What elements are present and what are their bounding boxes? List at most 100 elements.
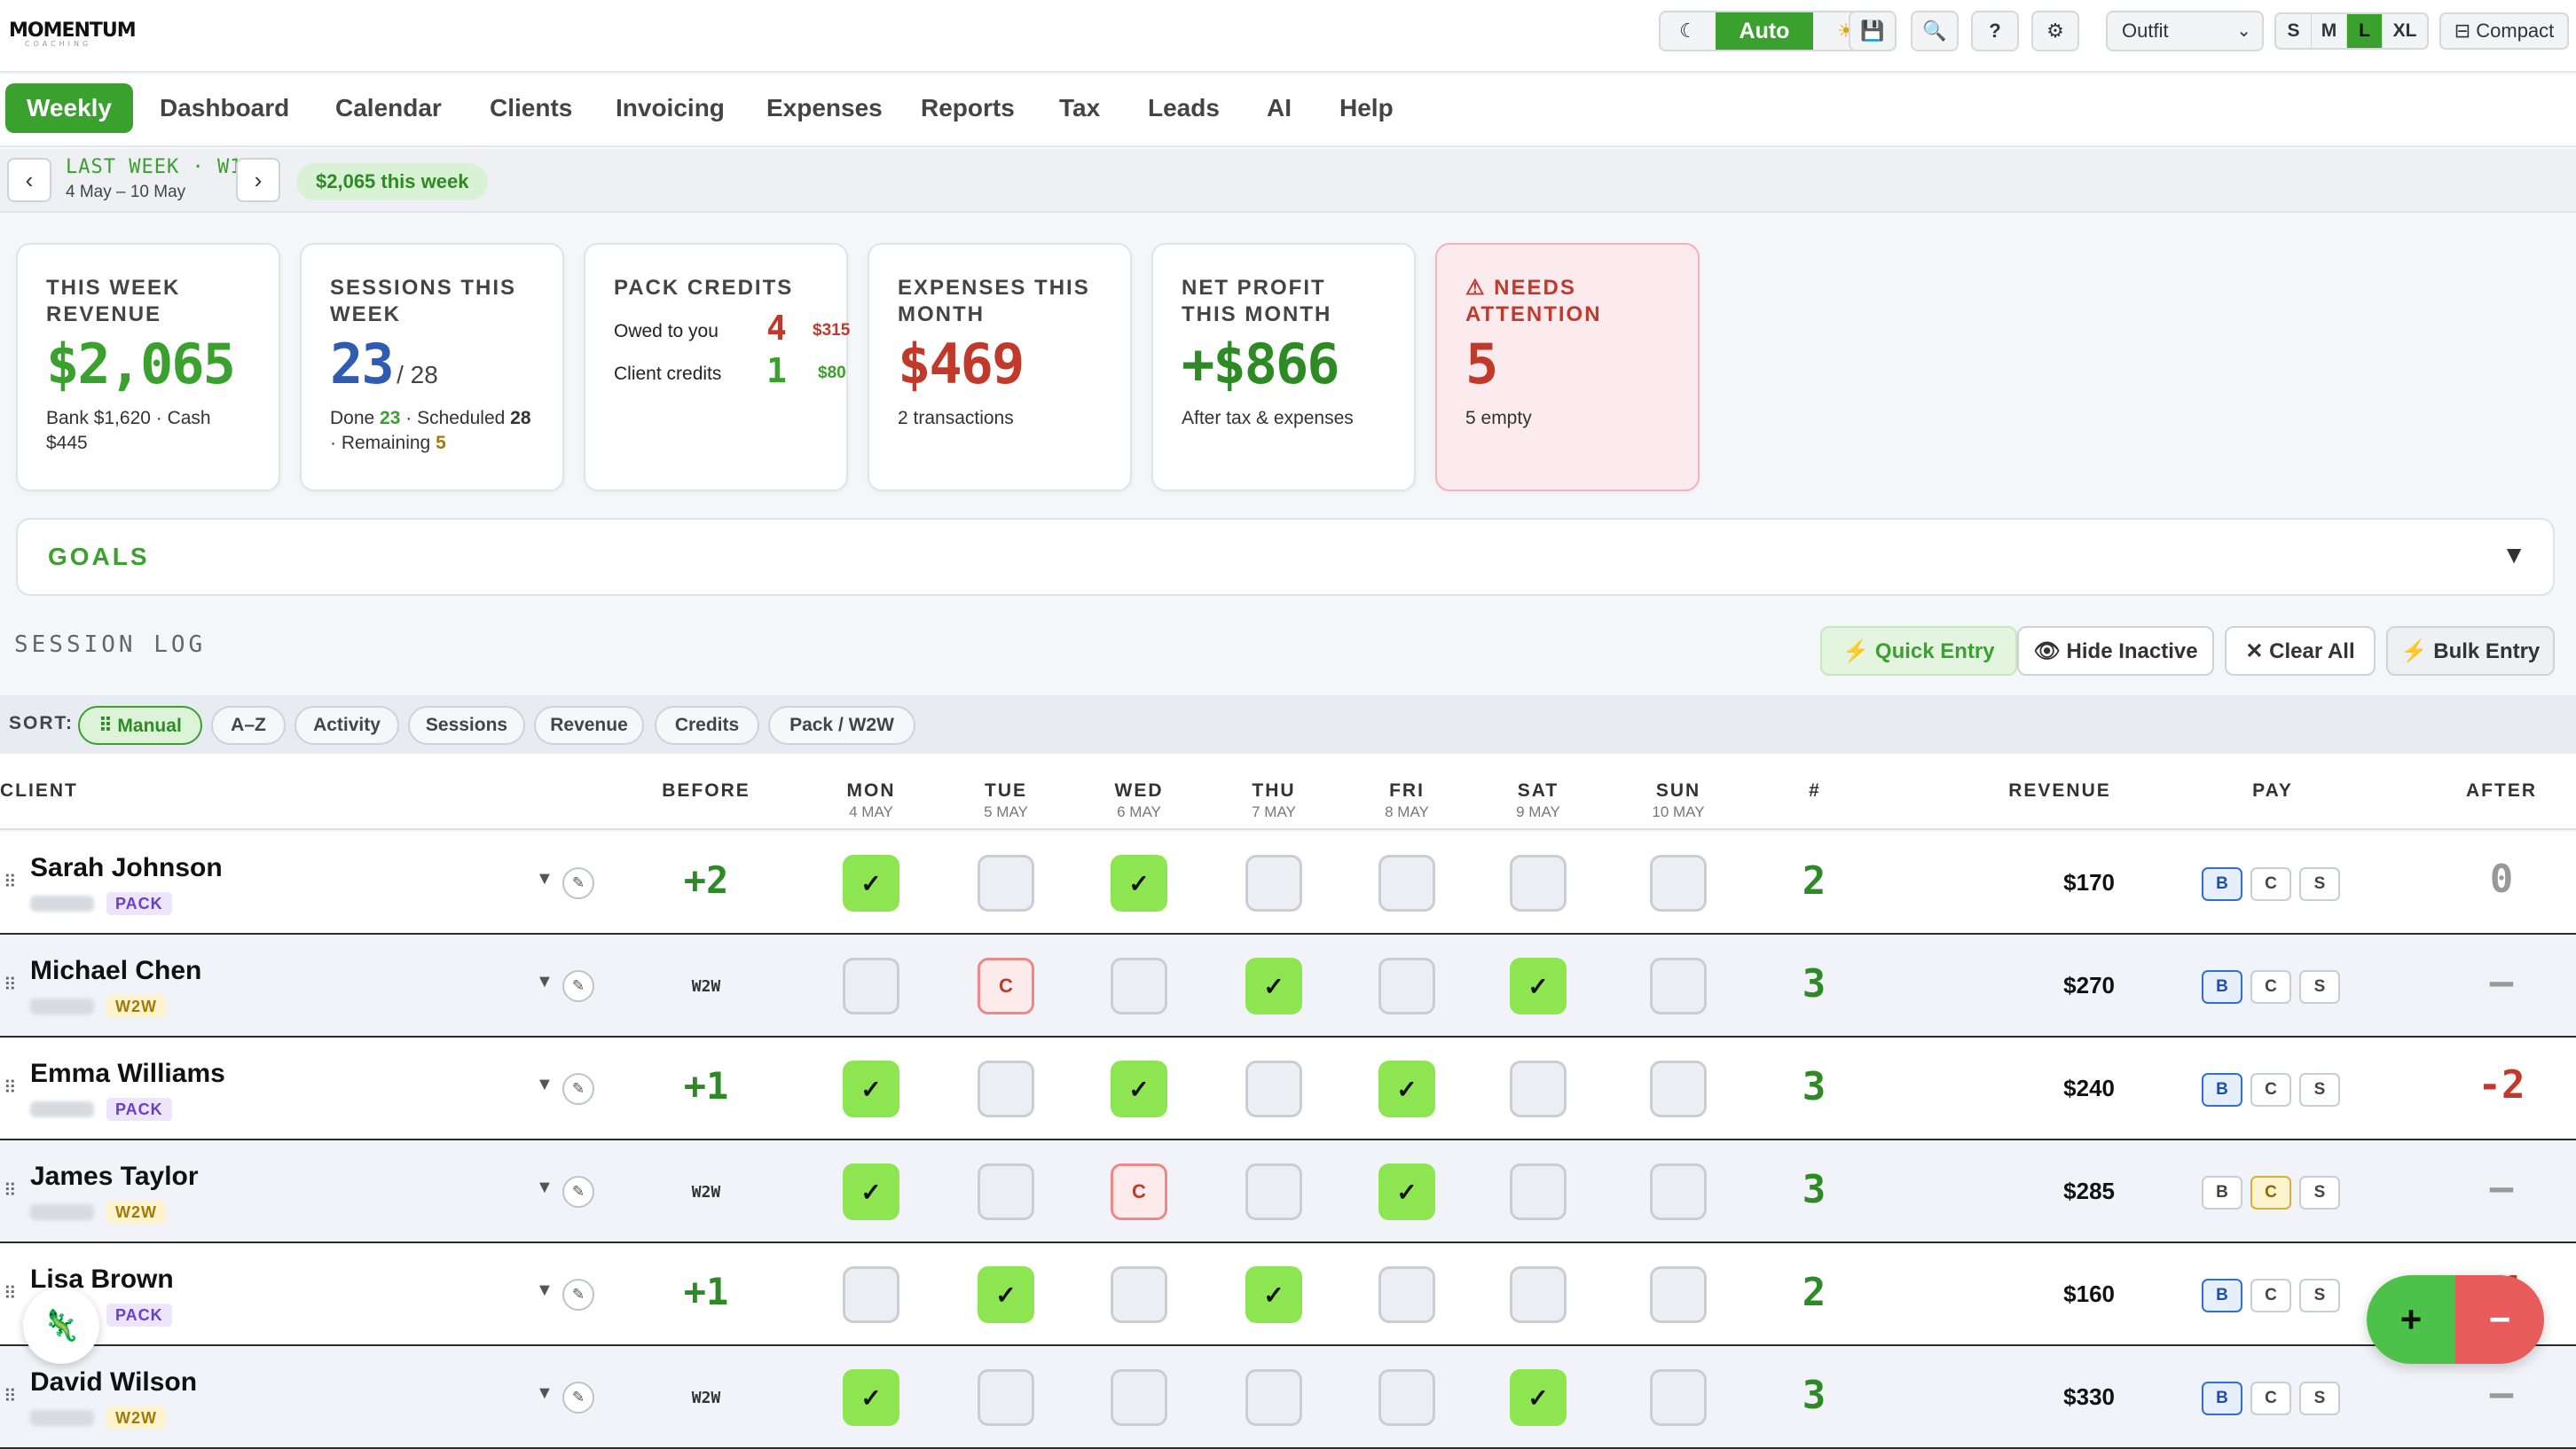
pay-b-button[interactable]: B (2202, 867, 2242, 901)
table-row[interactable]: ⠿ Michael Chen W2W ▼ ✎ W2W C ✓ ✓ 3 $270 B C S — (0, 935, 2576, 1038)
pay-c-button[interactable]: C (2250, 1279, 2291, 1312)
chevron-down-icon[interactable]: ▼ (2501, 541, 2526, 568)
session-fab[interactable]: + − (2367, 1275, 2544, 1364)
size-l-button[interactable]: L (2347, 14, 2383, 48)
day-checkbox[interactable] (1650, 1369, 1707, 1426)
day-checkbox[interactable] (1245, 1061, 1302, 1117)
day-checkbox[interactable] (1650, 855, 1707, 912)
pay-s-button[interactable]: S (2299, 1382, 2340, 1415)
edit-client-icon[interactable]: ✎ (562, 867, 594, 899)
day-checkbox[interactable] (1650, 1163, 1707, 1220)
save-icon[interactable]: 💾 (1849, 11, 1897, 51)
tab-leads[interactable]: Leads (1148, 94, 1220, 121)
pay-s-button[interactable]: S (2299, 1176, 2340, 1210)
search-icon[interactable]: 🔍 (1911, 11, 1959, 51)
mascot-button[interactable]: 🦎 (23, 1288, 99, 1364)
client-name[interactable]: Michael Chen (30, 956, 202, 985)
sort-az[interactable]: A–Z (211, 706, 286, 745)
pay-c-button[interactable]: C (2250, 1382, 2291, 1415)
day-checkbox[interactable] (1111, 958, 1167, 1014)
client-name[interactable]: James Taylor (30, 1162, 199, 1191)
day-checkbox[interactable]: C (1111, 1163, 1167, 1220)
day-checkbox[interactable] (978, 855, 1034, 912)
expand-row-icon[interactable]: ▼ (536, 1383, 554, 1403)
drag-handle-icon[interactable]: ⠿ (4, 1078, 17, 1098)
tab-reports[interactable]: Reports (921, 94, 1015, 121)
card-needs-attention[interactable]: ⚠ NEEDS ATTENTION 5 5 empty (1435, 243, 1700, 491)
pay-s-button[interactable]: S (2299, 867, 2340, 901)
tab-weekly[interactable]: Weekly (5, 83, 133, 133)
day-checkbox[interactable]: ✓ (1510, 1369, 1567, 1426)
add-session-button[interactable]: + (2367, 1275, 2455, 1364)
day-checkbox[interactable] (1650, 958, 1707, 1014)
size-s-button[interactable]: S (2276, 14, 2312, 48)
sort-activity[interactable]: Activity (295, 706, 399, 745)
day-checkbox[interactable] (1378, 855, 1435, 912)
hide-inactive-button[interactable]: 👁 Hide Inactive (2017, 626, 2214, 676)
day-checkbox[interactable]: ✓ (1111, 855, 1167, 912)
drag-handle-icon[interactable]: ⠿ (4, 1181, 17, 1201)
pay-c-button[interactable]: C (2250, 970, 2291, 1004)
sort-manual[interactable]: ⠿ Manual (78, 706, 202, 745)
expand-row-icon[interactable]: ▼ (536, 1178, 554, 1197)
pay-b-button[interactable]: B (2202, 1382, 2242, 1415)
bulk-entry-button[interactable]: ⚡ Bulk Entry (2386, 626, 2555, 676)
tab-invoicing[interactable]: Invoicing (616, 94, 725, 121)
drag-handle-icon[interactable]: ⠿ (4, 1387, 17, 1406)
remove-session-button[interactable]: − (2455, 1275, 2544, 1364)
theme-auto-button[interactable]: Auto (1716, 12, 1813, 50)
pay-s-button[interactable]: S (2299, 1073, 2340, 1107)
sort-pack-w2w[interactable]: Pack / W2W (768, 706, 915, 745)
client-name[interactable]: Sarah Johnson (30, 853, 223, 882)
drag-handle-icon[interactable]: ⠿ (4, 1284, 17, 1304)
pay-c-button[interactable]: C (2250, 1073, 2291, 1107)
pay-b-button[interactable]: B (2202, 1176, 2242, 1210)
size-m-button[interactable]: M (2312, 14, 2347, 48)
day-checkbox[interactable] (1510, 1163, 1567, 1220)
pay-s-button[interactable]: S (2299, 1279, 2340, 1312)
day-checkbox[interactable] (1378, 958, 1435, 1014)
edit-client-icon[interactable]: ✎ (562, 1176, 594, 1208)
day-checkbox[interactable]: ✓ (1510, 958, 1567, 1014)
tab-dashboard[interactable]: Dashboard (160, 94, 290, 121)
day-checkbox[interactable] (1510, 1061, 1567, 1117)
gear-icon[interactable]: ⚙ (2031, 11, 2079, 51)
day-checkbox[interactable] (1378, 1266, 1435, 1323)
day-checkbox[interactable] (1378, 1369, 1435, 1426)
sort-sessions[interactable]: Sessions (408, 706, 525, 745)
sort-credits[interactable]: Credits (655, 706, 759, 745)
day-checkbox[interactable]: ✓ (1111, 1061, 1167, 1117)
day-checkbox[interactable]: ✓ (1245, 958, 1302, 1014)
table-row[interactable]: ⠿ James Taylor W2W ▼ ✎ W2W ✓ C ✓ 3 $285 B C S — (0, 1140, 2576, 1243)
day-checkbox[interactable] (1245, 1369, 1302, 1426)
day-checkbox[interactable] (1650, 1061, 1707, 1117)
tab-clients[interactable]: Clients (490, 94, 573, 121)
day-checkbox[interactable]: C (978, 958, 1034, 1014)
day-checkbox[interactable]: ✓ (978, 1266, 1034, 1323)
day-checkbox[interactable] (1111, 1369, 1167, 1426)
pay-c-button[interactable]: C (2250, 1176, 2291, 1210)
day-checkbox[interactable]: ✓ (843, 1061, 899, 1117)
day-checkbox[interactable] (1111, 1266, 1167, 1323)
tab-help[interactable]: Help (1339, 94, 1394, 121)
table-row[interactable]: ⠿ David Wilson W2W ▼ ✎ W2W ✓ ✓ 3 $330 B C S — (0, 1346, 2576, 1449)
edit-client-icon[interactable]: ✎ (562, 1279, 594, 1311)
size-switcher[interactable]: S M L XL (2274, 12, 2429, 50)
day-checkbox[interactable] (978, 1369, 1034, 1426)
day-checkbox[interactable] (843, 958, 899, 1014)
expand-row-icon[interactable]: ▼ (536, 1075, 554, 1094)
day-checkbox[interactable] (843, 1266, 899, 1323)
tab-tax[interactable]: Tax (1059, 94, 1101, 121)
pay-b-button[interactable]: B (2202, 1073, 2242, 1107)
day-checkbox[interactable] (1245, 1163, 1302, 1220)
edit-client-icon[interactable]: ✎ (562, 970, 594, 1002)
drag-handle-icon[interactable]: ⠿ (4, 975, 17, 995)
client-name[interactable]: David Wilson (30, 1367, 198, 1397)
theme-switcher[interactable]: ☾ Auto ☀ (1659, 11, 1881, 51)
compact-button[interactable]: ⊟ Compact (2439, 12, 2569, 50)
pay-c-button[interactable]: C (2250, 867, 2291, 901)
client-name[interactable]: Emma Williams (30, 1059, 225, 1088)
day-checkbox[interactable]: ✓ (1245, 1266, 1302, 1323)
drag-handle-icon[interactable]: ⠿ (4, 873, 17, 892)
